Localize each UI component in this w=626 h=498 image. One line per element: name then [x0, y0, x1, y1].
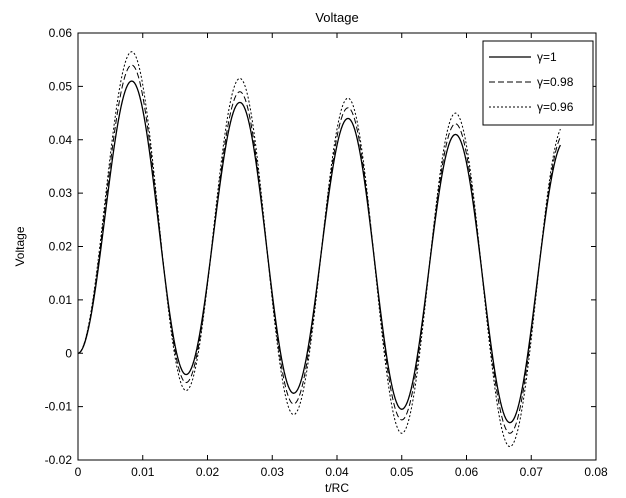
series-line-3 — [77, 51, 561, 448]
y-tick-label: -0.02 — [45, 453, 73, 467]
x-tick-label: 0.02 — [196, 465, 220, 479]
series-line-1 — [77, 80, 561, 424]
x-tick-label: 0.06 — [455, 465, 479, 479]
y-tick-label: 0.01 — [49, 293, 73, 307]
x-tick-label: 0.07 — [520, 465, 544, 479]
y-tick-label: 0.02 — [49, 240, 73, 254]
x-tick-label: 0.04 — [325, 465, 349, 479]
plot-area: 0 0.01 0.02 0.03 0.04 0.05 0.06 0.07 0.08 -0.02 -0… — [45, 26, 608, 479]
x-tick-label: 0.01 — [131, 465, 155, 479]
series-line-2 — [77, 64, 561, 434]
legend-box — [482, 40, 594, 126]
y-tick-label: 0.06 — [49, 26, 73, 40]
y-tick-label: 0.03 — [49, 186, 73, 200]
x-axis-label: t/RC — [325, 481, 349, 495]
legend: γ=1 γ=0.98 γ=0.96 — [482, 40, 594, 126]
y-tick-label: 0 — [65, 346, 72, 360]
legend-label: γ=0.96 — [537, 100, 574, 114]
x-tick-label: 0.05 — [390, 465, 414, 479]
legend-label: γ=0.98 — [537, 75, 574, 89]
y-tick-label: -0.01 — [45, 400, 73, 414]
x-tick-label: 0.08 — [584, 465, 608, 479]
y-axis-label: Voltage — [13, 226, 27, 266]
chart-title: Voltage — [315, 10, 358, 25]
y-tick-label: 0.05 — [49, 79, 73, 93]
legend-label: γ=1 — [537, 50, 557, 64]
y-tick-label: 0.04 — [49, 133, 73, 147]
x-tick-label: 0.03 — [261, 465, 285, 479]
x-tick-label: 0 — [75, 465, 82, 479]
